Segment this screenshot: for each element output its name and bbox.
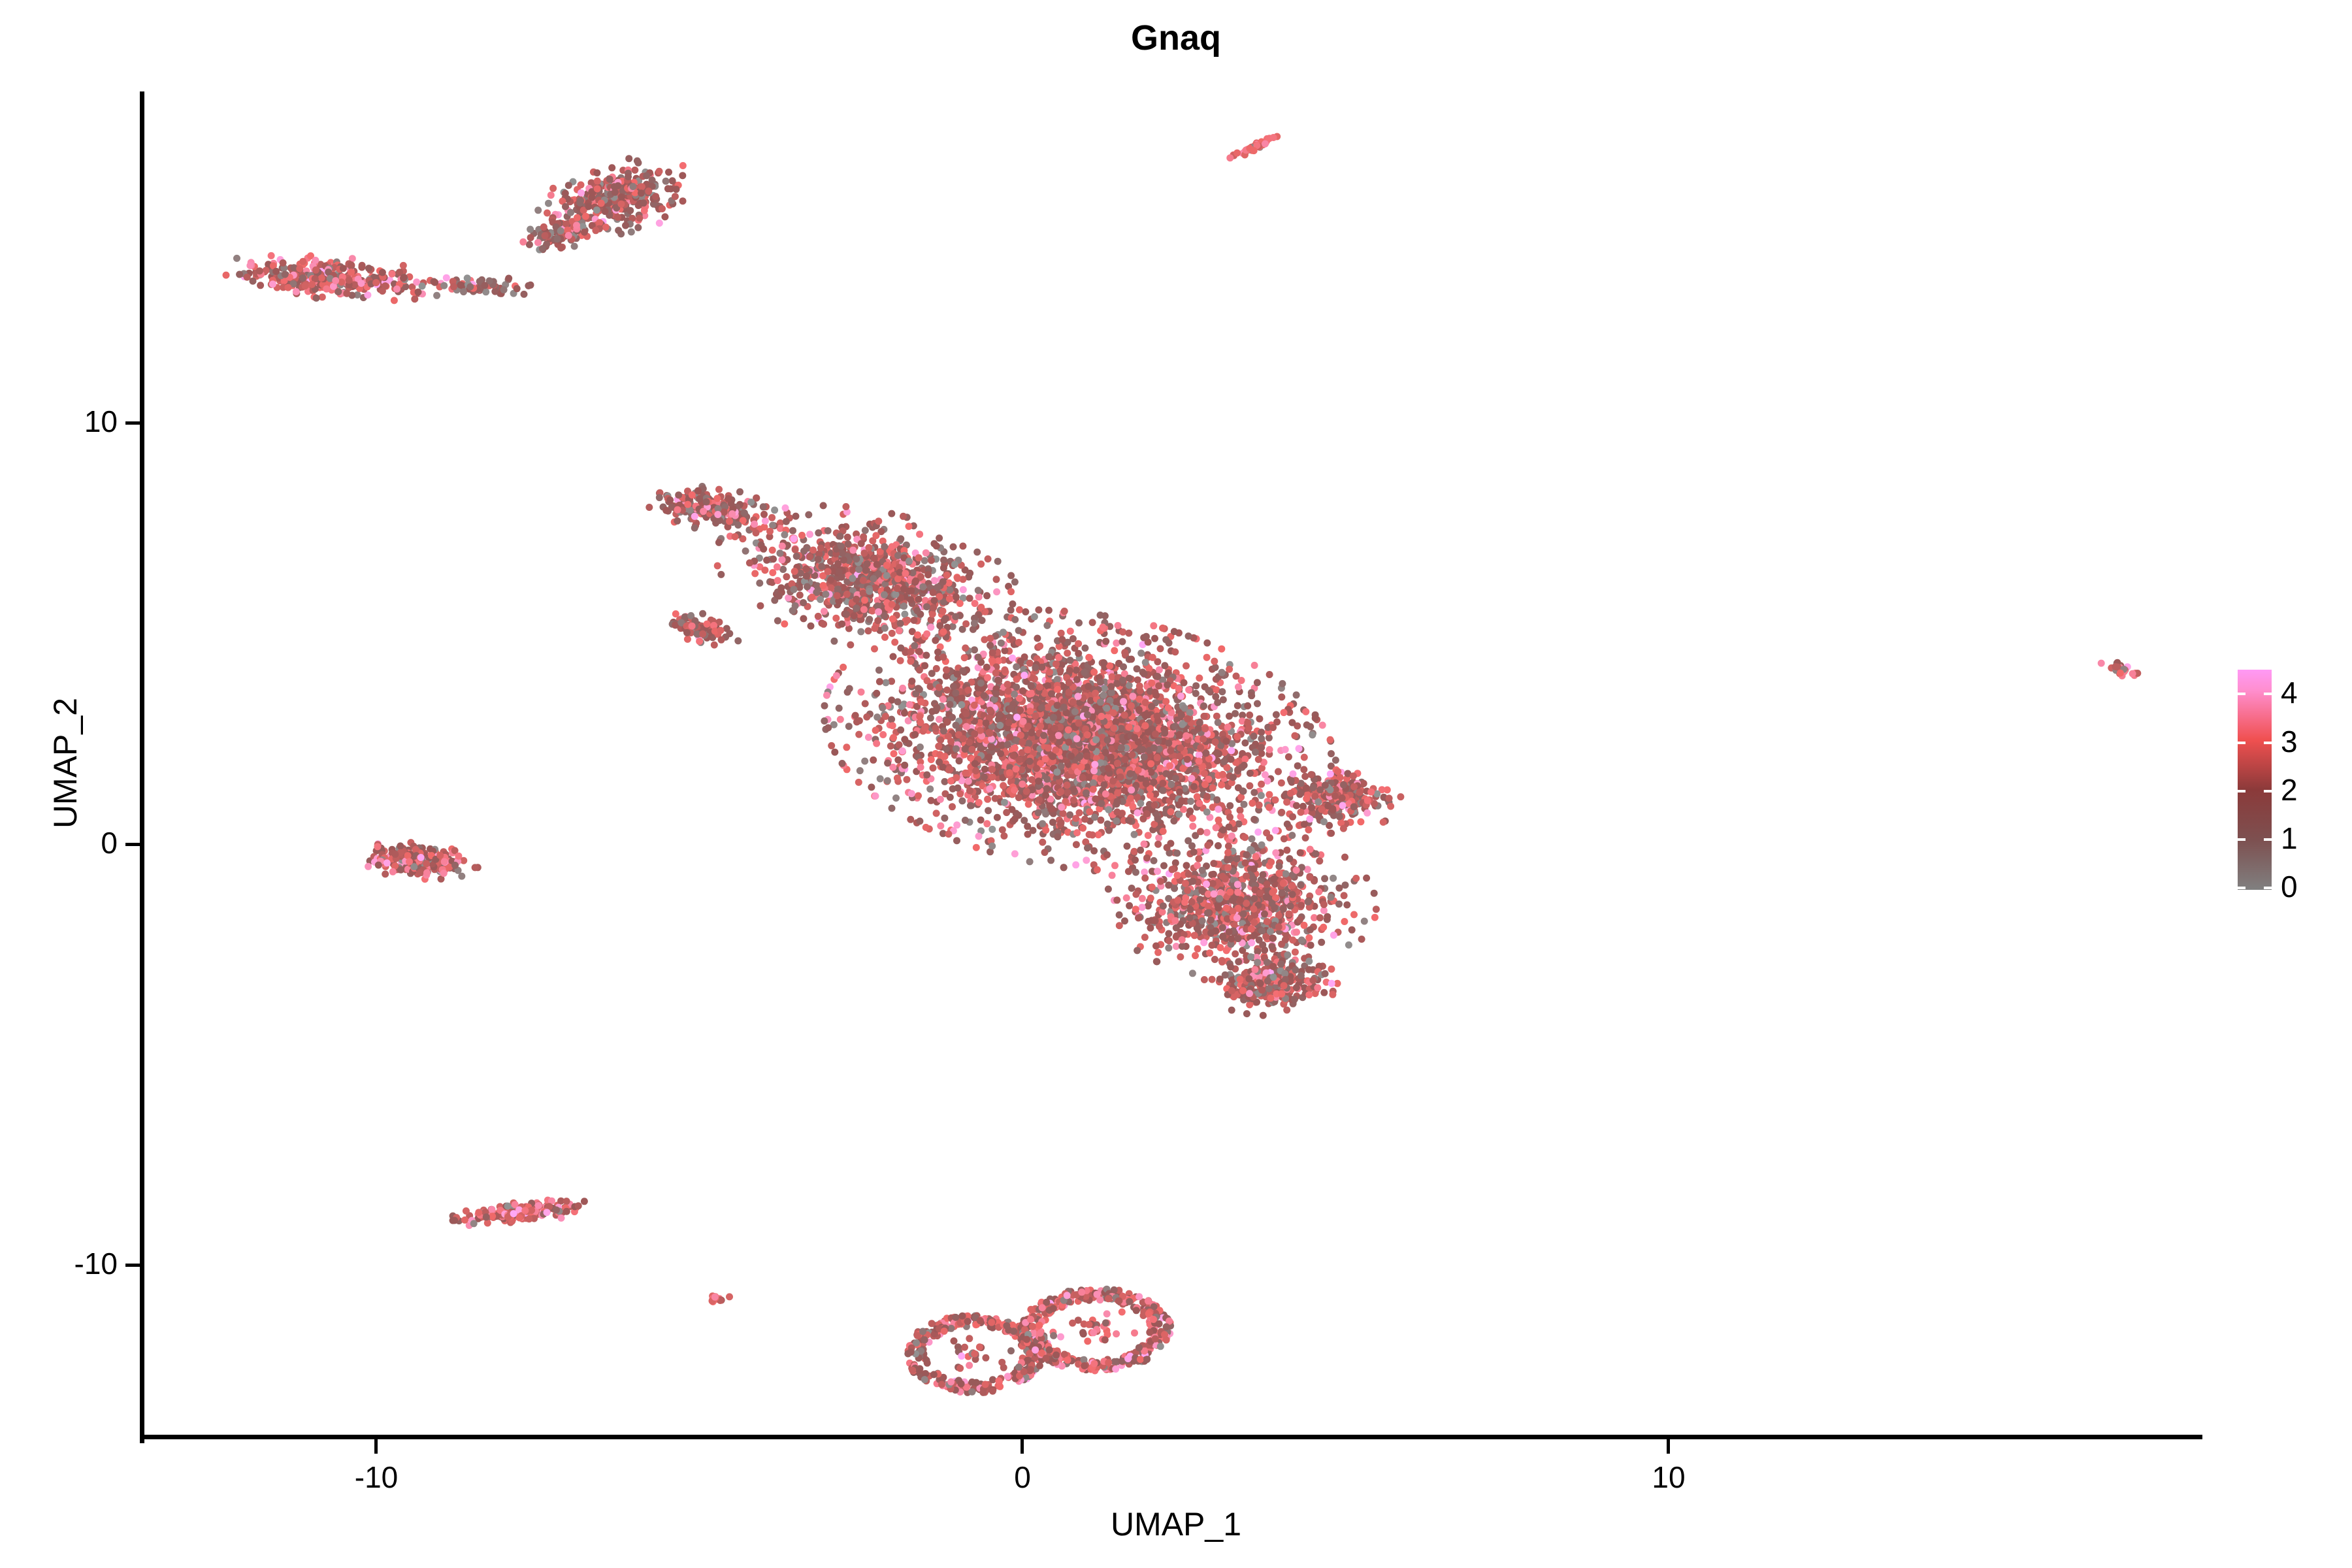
colorbar-tick-1-left (2238, 838, 2246, 841)
y-axis-title: UMAP_2 (47, 697, 84, 829)
y-axis-line (140, 91, 144, 1443)
y-tick-mark-0 (125, 843, 140, 846)
y-tick-mark-neg10 (125, 1264, 140, 1267)
colorbar-legend: 4 3 2 1 0 (2238, 670, 2342, 902)
colorbar-tick-3-left (2238, 742, 2246, 744)
x-tick-label-10: 10 (1652, 1460, 1686, 1494)
colorbar-tick-0-left (2238, 887, 2246, 889)
colorbar-label-3: 3 (2281, 725, 2298, 759)
x-axis-line (140, 1435, 2202, 1439)
colorbar-tick-2-right (2264, 790, 2272, 792)
colorbar-tick-4-left (2238, 693, 2246, 695)
x-axis-title: UMAP_1 (1110, 1506, 1242, 1543)
x-tick-label-neg10: -10 (354, 1460, 399, 1494)
colorbar-tick-0-right (2264, 887, 2272, 889)
colorbar-label-0: 0 (2281, 870, 2298, 904)
y-tick-label-0: 0 (101, 826, 118, 860)
x-tick-mark-10 (1667, 1439, 1670, 1454)
page-title: Gnaq (1130, 18, 1221, 57)
x-tick-mark-neg10 (374, 1439, 378, 1454)
plot-panel (144, 91, 2202, 1439)
colorbar-label-4: 4 (2281, 676, 2298, 710)
scatter-points-layer (222, 133, 2142, 1396)
colorbar-label-2: 2 (2281, 773, 2298, 807)
colorbar-tick-4-right (2264, 693, 2272, 695)
colorbar-gradient (2238, 670, 2272, 890)
colorbar-tick-1-right (2264, 838, 2272, 841)
y-tick-label-10: 10 (84, 404, 118, 438)
colorbar-tick-3-right (2264, 742, 2272, 744)
colorbar-label-1: 1 (2281, 821, 2298, 855)
x-tick-label-0: 0 (1014, 1460, 1031, 1494)
y-tick-mark-10 (125, 421, 140, 425)
colorbar-tick-2-left (2238, 790, 2246, 792)
x-tick-mark-0 (1021, 1439, 1024, 1454)
y-tick-label-neg10: -10 (74, 1247, 118, 1281)
